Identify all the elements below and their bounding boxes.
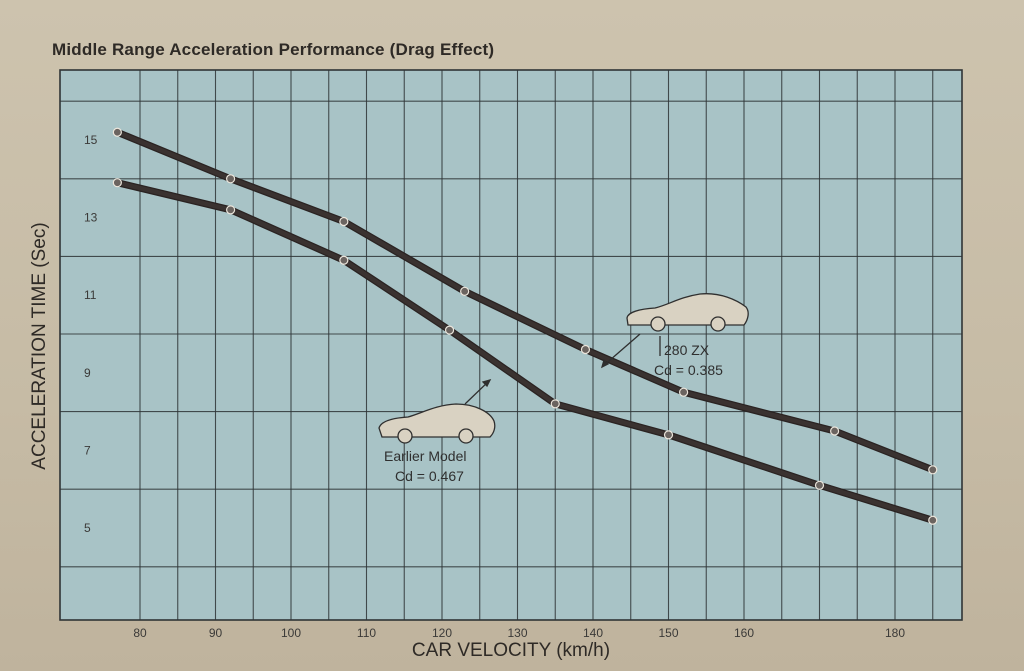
label-earlier-cd: Cd = 0.467 [395, 468, 464, 484]
x-tick-label: 160 [734, 626, 754, 640]
plot-area [60, 70, 962, 620]
chart-title: Middle Range Acceleration Performance (D… [52, 40, 495, 59]
x-tick-label: 120 [432, 626, 452, 640]
data-point [339, 255, 349, 265]
data-point [580, 344, 591, 355]
data-point [112, 127, 122, 137]
data-point [444, 325, 455, 335]
x-tick-label: 150 [658, 626, 678, 640]
car-icon-earlier-model [378, 378, 496, 444]
label-earlier-name: Earlier Model [384, 448, 466, 464]
data-point [814, 480, 825, 490]
data-point [339, 216, 349, 227]
x-tick-label: 180 [885, 626, 905, 640]
x-tick-label: 140 [583, 626, 603, 640]
data-point [928, 465, 938, 475]
data-point [829, 426, 840, 436]
y-tick-label: 5 [84, 521, 91, 535]
x-tick-label: 100 [281, 626, 301, 640]
series-group [112, 127, 938, 525]
data-point [226, 205, 236, 215]
label-280zx-name: 280 ZX [664, 342, 710, 358]
y-ticks: 5 7 9 11 13 15 [84, 133, 98, 535]
data-point [460, 286, 470, 296]
y-tick-label: 9 [84, 366, 91, 380]
grid [60, 70, 962, 620]
data-point [663, 430, 674, 440]
car-icon-280zx [600, 293, 749, 369]
plot-border [59, 69, 963, 621]
x-tick-label: 90 [209, 626, 223, 640]
data-point [928, 515, 938, 525]
y-axis-label: ACCELERATION TIME (Sec) [29, 222, 50, 469]
data-point [226, 174, 236, 184]
x-ticks: 80 90 100 110 120 130 140 150 160 180 [133, 626, 905, 640]
x-tick-label: 80 [133, 626, 147, 640]
y-tick-label: 7 [84, 443, 91, 457]
y-tick-label: 13 [84, 211, 98, 225]
series-line [115, 129, 935, 473]
data-point [550, 399, 560, 409]
series-line [115, 180, 935, 523]
x-tick-label: 130 [507, 626, 527, 640]
data-point [678, 387, 689, 397]
data-point [112, 178, 122, 188]
label-280zx-cd: Cd = 0.385 [654, 362, 723, 378]
arrow-280zx [601, 333, 641, 368]
x-axis-label: CAR VELOCITY (km/h) [412, 640, 610, 661]
y-tick-label: 11 [84, 288, 97, 302]
y-tick-label: 15 [84, 133, 98, 147]
x-tick-label: 110 [357, 626, 376, 640]
